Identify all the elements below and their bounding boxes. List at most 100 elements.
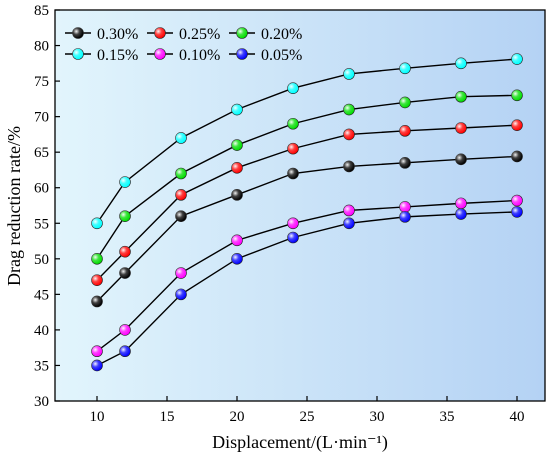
y-tick-label: 30 xyxy=(34,394,49,410)
data-point xyxy=(399,157,411,169)
x-tick-label: 20 xyxy=(230,409,245,425)
data-point xyxy=(231,103,243,116)
data-point xyxy=(399,201,411,213)
y-tick-label: 60 xyxy=(34,181,49,197)
legend-label: 0.25% xyxy=(179,26,220,43)
data-point xyxy=(119,267,131,279)
legend-item: 0.25% xyxy=(147,26,220,43)
x-tick-label: 10 xyxy=(90,409,105,425)
data-point xyxy=(511,206,523,218)
data-point xyxy=(119,345,131,358)
data-point xyxy=(91,217,103,230)
legend-label: 0.15% xyxy=(97,47,138,64)
data-point xyxy=(399,62,411,75)
data-point xyxy=(119,245,131,258)
y-tick-label: 50 xyxy=(34,252,49,268)
series-0.10% xyxy=(91,194,523,358)
series-0.25% xyxy=(91,119,523,286)
data-point xyxy=(399,125,411,137)
data-point xyxy=(455,153,467,166)
data-point xyxy=(231,162,243,174)
y-axis-title: Drag reduction rate/% xyxy=(4,126,24,286)
x-tick-label: 40 xyxy=(510,409,525,425)
legend-marker xyxy=(154,27,166,39)
legend-item: 0.10% xyxy=(147,47,220,64)
y-tick-label: 40 xyxy=(34,323,49,339)
series-0.20% xyxy=(91,89,523,265)
data-point xyxy=(455,57,467,70)
data-point xyxy=(455,208,467,220)
data-point xyxy=(287,117,299,130)
legend: 0.30% 0.25% 0.20% 0.15% 0.10% 0.05% xyxy=(65,26,302,64)
legend-item: 0.20% xyxy=(229,26,302,43)
data-point xyxy=(455,122,467,134)
data-point xyxy=(231,234,243,247)
legend-marker xyxy=(72,48,84,60)
series-0.15% xyxy=(91,53,523,230)
data-point xyxy=(119,210,131,222)
x-tick-label: 15 xyxy=(160,409,175,425)
data-point xyxy=(343,160,355,173)
data-point xyxy=(343,128,355,141)
y-tick-label: 55 xyxy=(34,216,49,232)
data-point xyxy=(455,197,467,210)
data-point xyxy=(175,132,187,144)
data-point xyxy=(91,359,103,372)
data-point xyxy=(511,89,523,102)
y-tick-label: 45 xyxy=(34,287,49,303)
plot-frame xyxy=(54,9,546,402)
data-point xyxy=(91,253,103,265)
x-tick-label: 30 xyxy=(370,409,385,425)
x-axis-title: Displacement/(L·min⁻¹) xyxy=(212,432,388,453)
data-point xyxy=(287,142,299,155)
series-0.05% xyxy=(91,206,523,372)
data-point xyxy=(343,204,355,217)
y-tick-label: 85 xyxy=(34,3,49,19)
data-point xyxy=(175,167,187,180)
legend-label: 0.10% xyxy=(179,47,220,64)
data-point xyxy=(287,167,299,180)
y-tick-label: 35 xyxy=(34,358,49,374)
data-point xyxy=(287,231,299,244)
data-point xyxy=(343,68,355,80)
y-axis: 30 35 40 45 50 55 60 65 70 75 80 85 xyxy=(34,3,60,410)
x-tick-label: 25 xyxy=(300,409,315,425)
data-point xyxy=(119,176,131,188)
legend-label: 0.30% xyxy=(97,26,138,43)
data-point xyxy=(343,217,355,230)
legend-marker xyxy=(72,27,84,39)
data-point xyxy=(91,345,103,358)
data-point xyxy=(175,189,187,201)
x-axis: 10 15 20 25 30 35 40 xyxy=(90,396,525,425)
data-point xyxy=(287,217,299,230)
data-point xyxy=(399,211,411,223)
data-point xyxy=(231,139,243,151)
data-point xyxy=(399,96,411,109)
legend-label: 0.05% xyxy=(261,47,302,64)
legend-item: 0.05% xyxy=(229,47,302,64)
data-point xyxy=(175,210,187,222)
data-point xyxy=(175,267,187,279)
data-point xyxy=(511,53,523,65)
legend-item: 0.30% xyxy=(65,26,138,43)
data-point xyxy=(91,295,103,308)
x-tick-label: 35 xyxy=(440,409,455,425)
data-point xyxy=(231,253,243,265)
y-tick-label: 80 xyxy=(34,39,49,55)
legend-marker xyxy=(236,27,248,39)
legend-marker xyxy=(154,48,166,60)
y-tick-label: 70 xyxy=(34,110,49,126)
data-point xyxy=(511,150,523,163)
data-point xyxy=(119,324,131,336)
data-point xyxy=(175,288,187,301)
legend-marker xyxy=(236,48,248,60)
plot-background xyxy=(55,10,545,401)
data-point xyxy=(511,194,523,207)
legend-label: 0.20% xyxy=(261,26,302,43)
data-point xyxy=(455,90,467,103)
series-layer xyxy=(91,53,523,372)
data-point xyxy=(91,274,103,286)
data-point xyxy=(231,189,243,201)
legend-item: 0.15% xyxy=(65,47,138,64)
